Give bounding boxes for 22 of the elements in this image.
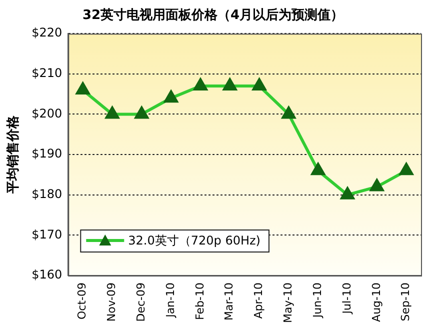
y-axis-title: 平均销售价格	[6, 114, 22, 195]
y-tick-label: $200	[32, 106, 62, 120]
x-tick-label: Sep-10	[399, 282, 412, 322]
y-tick-label: $170	[32, 227, 62, 242]
y-tick-label: $180	[32, 186, 62, 201]
legend-label: 32.0英寸（720p 60Hz)	[128, 234, 260, 248]
x-tick-label: Mar-10	[222, 282, 236, 321]
chart-title: 32英寸电视用面板价格（4月以后为预测值）	[82, 7, 344, 24]
y-tick-label: $220	[32, 26, 62, 40]
x-tick-label: Aug-10	[370, 282, 383, 322]
y-tick-label: $160	[32, 268, 62, 282]
y-tick-label: $190	[32, 146, 62, 161]
x-tick-label: May-10	[282, 282, 295, 323]
x-tick-label: Feb-10	[193, 282, 206, 320]
x-tick-label: Jun-10	[310, 282, 324, 319]
x-tick-label: Nov-09	[105, 282, 118, 322]
x-tick-label: Dec-09	[134, 282, 148, 322]
x-tick-label: Apr-10	[252, 282, 266, 319]
y-tick-label: $210	[32, 66, 62, 80]
x-tick-label: Oct-09	[76, 282, 89, 320]
x-tick-label: Jan-10	[164, 282, 177, 318]
x-tick-label: Jul-10	[340, 282, 354, 315]
